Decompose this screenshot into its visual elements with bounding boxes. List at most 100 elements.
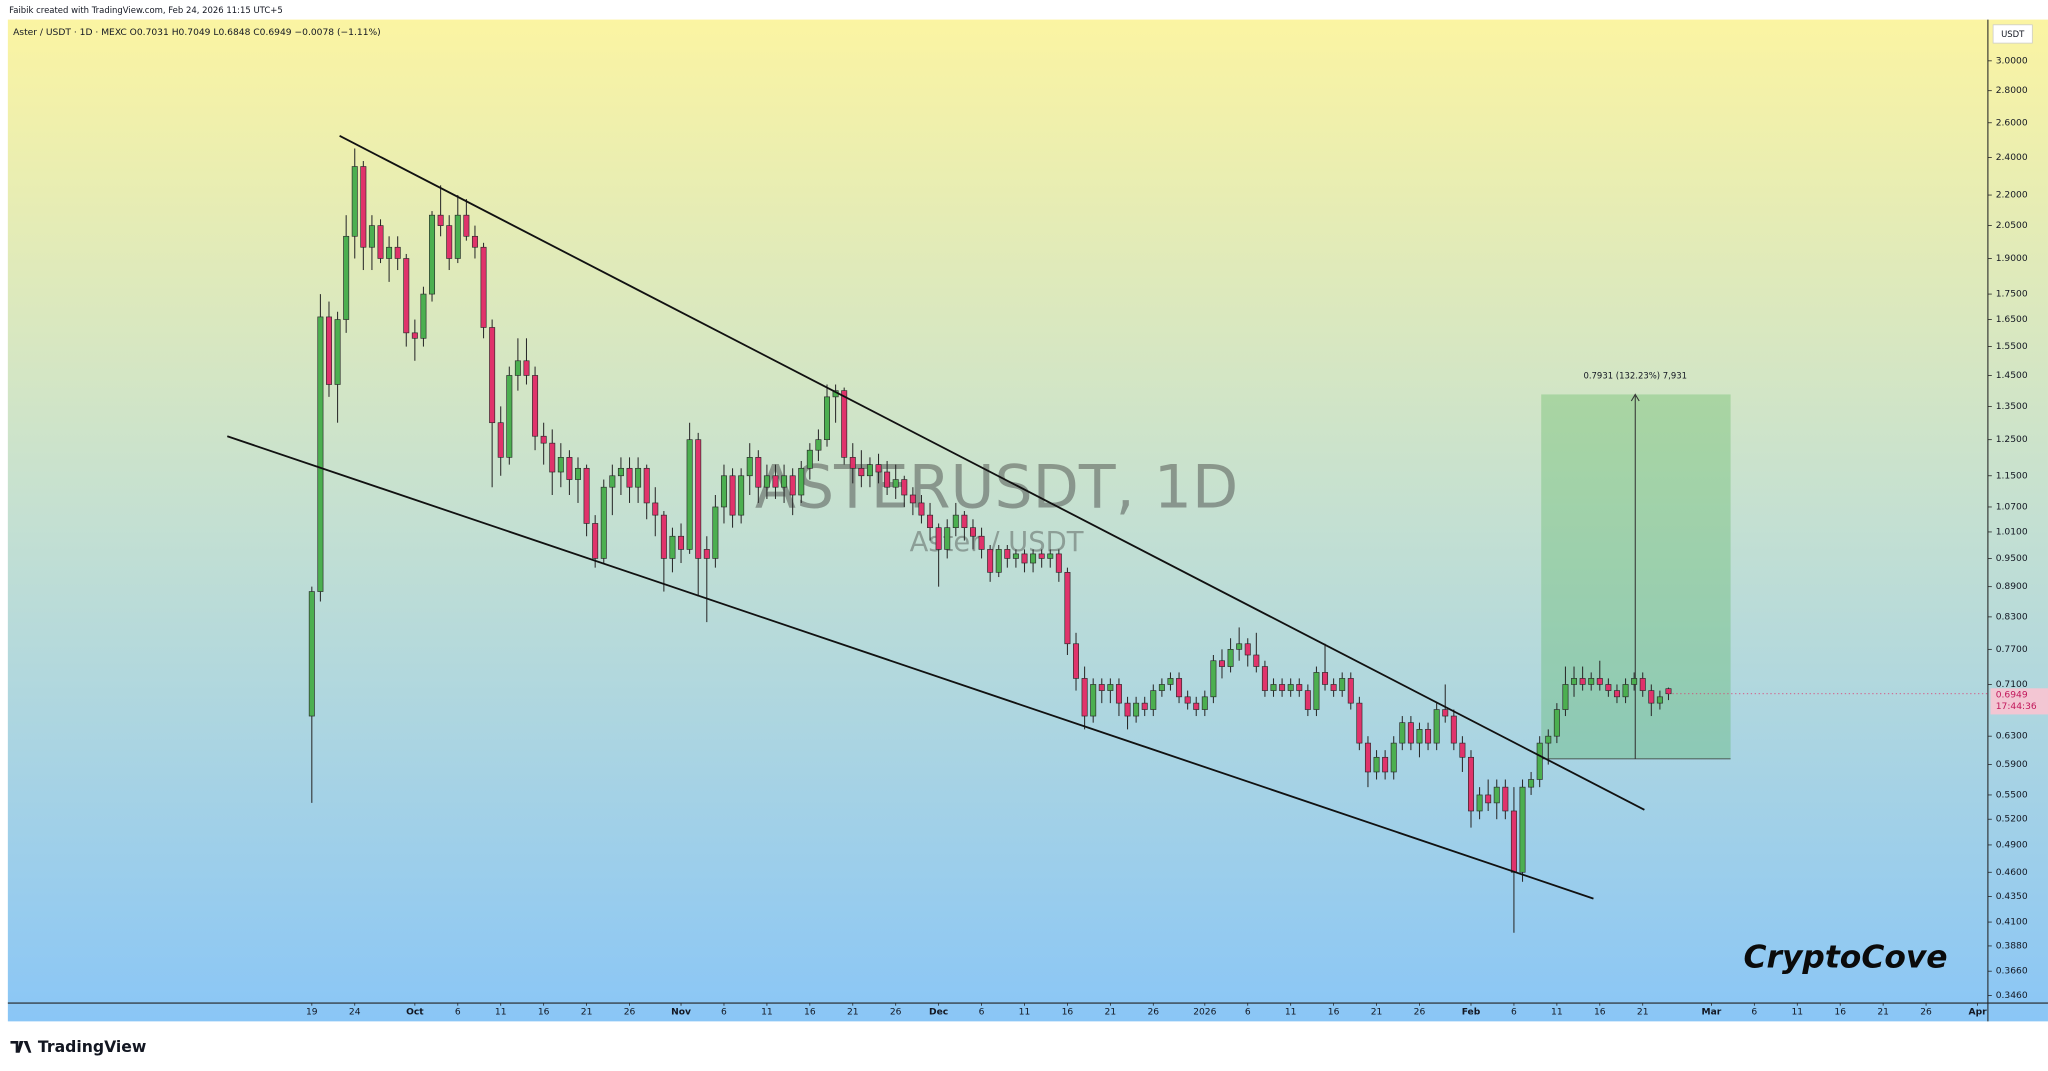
chart-background bbox=[7, 19, 2048, 1022]
candle-body bbox=[892, 479, 899, 488]
candle bbox=[437, 185, 444, 237]
candle bbox=[1596, 660, 1603, 691]
x-tick-label: 21 bbox=[581, 1008, 593, 1018]
candle-body bbox=[592, 523, 599, 559]
candle-body bbox=[781, 475, 788, 488]
x-tick-label: 21 bbox=[1637, 1008, 1649, 1018]
candle-body bbox=[1459, 742, 1466, 758]
y-tick-label: 2.8000 bbox=[1996, 86, 2028, 96]
tradingview-logo: TradingView bbox=[10, 1037, 146, 1056]
candle-body bbox=[626, 467, 633, 488]
y-tick-label: 0.4600 bbox=[1996, 868, 2028, 878]
candle-body bbox=[1287, 684, 1294, 691]
candle-body bbox=[317, 316, 324, 592]
candle-body bbox=[1236, 643, 1243, 650]
candle bbox=[772, 464, 779, 499]
candle-body bbox=[678, 535, 685, 550]
candle bbox=[798, 460, 805, 503]
x-tick-label: 6 bbox=[721, 1008, 727, 1018]
y-tick-label: 1.4500 bbox=[1996, 371, 2028, 381]
candle-body bbox=[480, 246, 487, 328]
candle bbox=[789, 468, 796, 516]
candle bbox=[1536, 736, 1543, 788]
y-tick-label: 0.5500 bbox=[1996, 790, 2028, 800]
candle bbox=[575, 457, 581, 503]
x-tick-label: Mar bbox=[1702, 1008, 1722, 1018]
candle bbox=[1347, 672, 1354, 710]
candle-body bbox=[995, 549, 1002, 573]
candle bbox=[1528, 771, 1535, 795]
candle-body bbox=[600, 486, 607, 559]
candle bbox=[746, 443, 753, 495]
x-tick-label: 11 bbox=[1551, 1008, 1563, 1018]
candle-body bbox=[1545, 735, 1552, 744]
candle-body bbox=[918, 502, 925, 516]
candle bbox=[712, 494, 719, 568]
x-tick-label: 16 bbox=[1328, 1008, 1340, 1018]
candle-body bbox=[1167, 678, 1174, 685]
candle-body bbox=[1227, 649, 1234, 667]
y-tick-label: 2.4000 bbox=[1996, 153, 2028, 163]
countdown: 17:44:36 bbox=[1996, 702, 2037, 712]
currency-box[interactable] bbox=[1992, 24, 2033, 44]
candle bbox=[377, 219, 384, 264]
candle-body bbox=[1270, 684, 1277, 691]
candle-body bbox=[1425, 729, 1432, 744]
x-tick-label: 16 bbox=[1062, 1008, 1074, 1018]
candle-body bbox=[326, 316, 332, 385]
candle bbox=[1656, 690, 1663, 710]
candle-body bbox=[1613, 690, 1620, 698]
candle-body bbox=[377, 225, 384, 259]
candle-body bbox=[1098, 684, 1105, 691]
candle-body bbox=[386, 246, 393, 259]
candle-body bbox=[1442, 709, 1449, 717]
candle bbox=[935, 523, 942, 587]
candle bbox=[514, 338, 521, 391]
candle-body bbox=[1519, 786, 1526, 873]
y-tick-label: 1.3500 bbox=[1996, 402, 2028, 412]
y-tick-label: 0.8900 bbox=[1996, 582, 2028, 592]
x-tick-label: 6 bbox=[979, 1008, 985, 1018]
logo-icon bbox=[10, 1040, 32, 1053]
x-tick-label: 21 bbox=[1877, 1008, 1889, 1018]
candle bbox=[1218, 649, 1225, 679]
candle-body bbox=[1639, 678, 1646, 691]
candle bbox=[1433, 703, 1440, 751]
candle bbox=[824, 384, 830, 447]
candle-body bbox=[1193, 702, 1200, 710]
y-tick-label: 1.5500 bbox=[1996, 342, 2028, 352]
y-tick-label: 1.2500 bbox=[1996, 435, 2028, 445]
candle-body bbox=[729, 475, 736, 516]
candle-body bbox=[1407, 722, 1414, 744]
candle-body bbox=[1579, 678, 1586, 685]
candle-body bbox=[1141, 702, 1148, 710]
x-tick-label: 16 bbox=[804, 1008, 816, 1018]
candle-body bbox=[1261, 666, 1268, 691]
candle bbox=[652, 487, 659, 537]
y-tick-label: 0.4350 bbox=[1996, 892, 2028, 902]
y-tick-label: 2.2000 bbox=[1996, 191, 2028, 201]
candle-body bbox=[720, 475, 727, 508]
candle-body bbox=[617, 467, 624, 477]
candle-body bbox=[763, 475, 770, 488]
candle bbox=[446, 215, 453, 271]
candle-body bbox=[446, 225, 453, 259]
candle bbox=[738, 468, 745, 524]
y-tick-label: 0.6300 bbox=[1996, 732, 2028, 742]
candle bbox=[1150, 684, 1157, 717]
candle-body bbox=[1218, 660, 1225, 667]
x-tick-label: 11 bbox=[1285, 1008, 1297, 1018]
candle bbox=[1107, 678, 1114, 704]
candle-body bbox=[1012, 553, 1019, 559]
candle bbox=[1407, 716, 1414, 751]
candle bbox=[1141, 696, 1148, 717]
candle-body bbox=[952, 514, 959, 529]
candle-body bbox=[712, 506, 719, 559]
candle bbox=[334, 311, 341, 423]
candle-body bbox=[489, 327, 496, 424]
candle-body bbox=[566, 457, 573, 480]
candle-body bbox=[1330, 684, 1337, 691]
candle bbox=[1390, 736, 1397, 780]
candle-body bbox=[1176, 678, 1183, 698]
candle-body bbox=[1622, 684, 1629, 698]
